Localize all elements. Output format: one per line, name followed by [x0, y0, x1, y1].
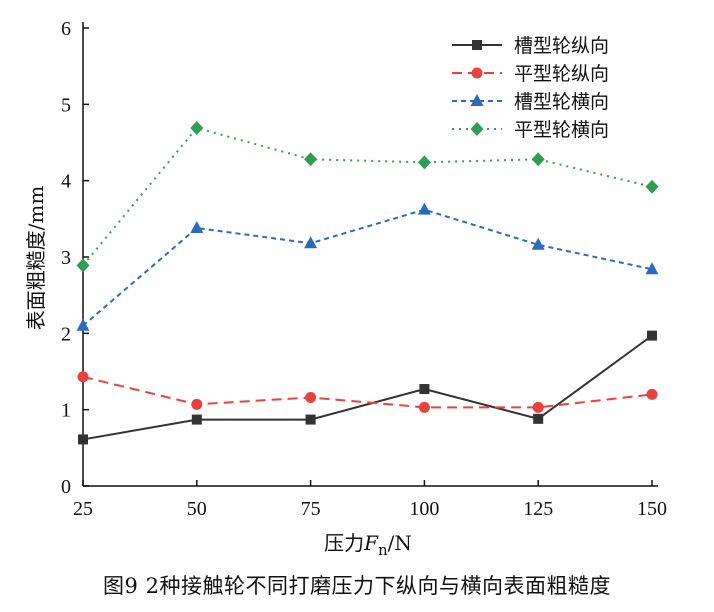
- legend-label: 槽型轮横向: [514, 91, 609, 113]
- legend-item: 槽型轮纵向: [452, 35, 609, 57]
- data-point: [77, 371, 89, 383]
- y-tick-label: 4: [61, 171, 71, 193]
- data-point: [304, 236, 318, 249]
- y-tick-label: 5: [61, 94, 71, 116]
- legend-marker: [470, 94, 484, 106]
- data-point: [419, 384, 430, 395]
- data-point: [76, 258, 90, 273]
- series-line: [82, 126, 653, 267]
- legend-item: 平型轮纵向: [452, 63, 609, 85]
- legend-marker: [471, 67, 483, 79]
- series-1: [78, 330, 657, 445]
- data-point: [78, 434, 88, 445]
- y-tick-label: 6: [61, 18, 71, 40]
- x-axis-label-sub: n: [378, 541, 388, 559]
- series-4: [76, 120, 659, 273]
- data-point: [645, 179, 659, 194]
- x-tick-label: 100: [409, 498, 439, 520]
- series-line: [82, 375, 653, 409]
- data-point: [647, 330, 657, 341]
- series-line: [82, 208, 653, 327]
- legend-marker: [470, 122, 484, 136]
- data-point: [190, 220, 204, 233]
- y-tick-label: 0: [61, 476, 71, 498]
- data-point: [304, 152, 318, 167]
- legend-label: 平型轮纵向: [514, 63, 609, 85]
- data-point: [191, 414, 202, 425]
- data-point: [533, 413, 544, 424]
- data-point: [417, 202, 431, 215]
- legend-label: 平型轮横向: [514, 119, 609, 141]
- series-2: [77, 371, 658, 413]
- y-tick-label: 2: [61, 323, 71, 345]
- y-tick-label: 1: [61, 400, 71, 422]
- data-point: [190, 120, 204, 135]
- data-point: [532, 401, 544, 413]
- data-point: [646, 388, 658, 400]
- series-3: [76, 202, 659, 331]
- data-point: [305, 391, 317, 403]
- x-axis-label-var: F: [363, 531, 379, 555]
- x-tick-label: 50: [187, 498, 207, 520]
- x-axis-label: 压力Fn/N: [324, 531, 412, 559]
- y-tick-label: 3: [61, 247, 71, 269]
- x-tick-label: 125: [523, 498, 553, 520]
- series-layer: [76, 120, 659, 445]
- chart: 0 1 2 3 4 5 6 25 50 75 100 125 150 槽型轮纵向平型轮纵向槽型轮横向平型…: [24, 18, 667, 559]
- y-axis-label: 表面粗糙度/mm: [24, 186, 48, 331]
- data-point: [417, 155, 431, 170]
- figure-caption: 图9 2种接触轮不同打磨压力下纵向与横向表面粗糙度: [103, 574, 611, 598]
- x-tick-label: 150: [637, 498, 667, 520]
- x-tick-label: 25: [73, 498, 93, 520]
- x-tick-label: 75: [301, 498, 321, 520]
- legend-item: 槽型轮横向: [452, 91, 609, 113]
- data-point: [531, 237, 545, 250]
- data-point: [305, 414, 316, 425]
- legend-label: 槽型轮纵向: [514, 35, 609, 57]
- data-point: [645, 262, 659, 275]
- axes: 0 1 2 3 4 5 6 25 50 75 100 125 150: [61, 18, 667, 520]
- x-axis-label-prefix: 压力: [324, 531, 364, 555]
- data-point: [418, 401, 430, 413]
- series-line: [82, 334, 653, 441]
- data-point: [76, 318, 90, 331]
- data-point: [531, 152, 545, 167]
- x-axis-label-suffix: /N: [388, 531, 412, 555]
- data-point: [191, 398, 203, 410]
- legend-marker: [472, 40, 482, 50]
- legend-item: 平型轮横向: [452, 119, 609, 141]
